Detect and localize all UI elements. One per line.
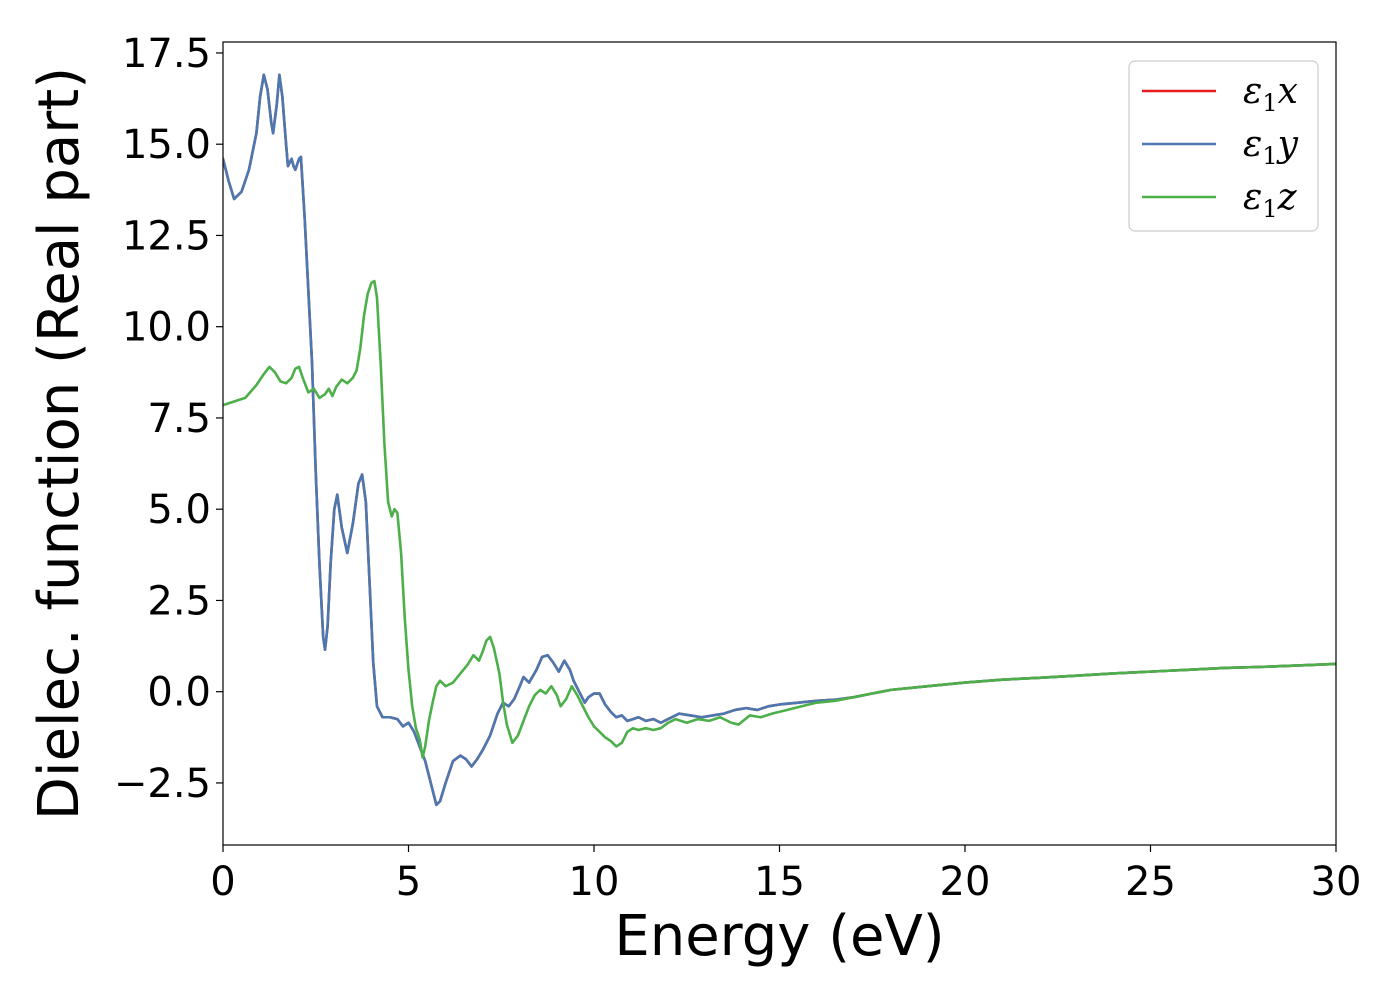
y-tick-label: 12.5	[122, 213, 211, 259]
legend-label-y: ε1y	[1243, 124, 1299, 170]
y-tick-label: 7.5	[147, 396, 211, 442]
x-tick-label: 10	[569, 859, 620, 905]
legend: ε1x ε1y ε1z	[1128, 60, 1319, 232]
x-axis-title: Energy (eV)	[614, 904, 944, 969]
y-tick-label: 15.0	[122, 122, 211, 168]
x-tick-label: 20	[940, 859, 991, 905]
series-line-z	[223, 279, 1336, 759]
x-tick-label: 5	[396, 859, 421, 905]
legend-label-x: ε1x	[1243, 71, 1298, 117]
x-tick-label: 25	[1125, 859, 1176, 905]
x-tick-label: 30	[1311, 859, 1362, 905]
y-tick-label: 0.0	[147, 670, 211, 716]
series-line-y	[223, 73, 1336, 807]
ticks-layer: 0 5 10 15 20 25 30 −2.5 0.0 2.5 5.0 7.5 10.0 12.5 15.0…	[114, 31, 1362, 905]
y-tick-label: 10.0	[122, 305, 211, 351]
y-tick-label: 2.5	[147, 578, 211, 624]
y-tick-label: 17.5	[122, 31, 211, 77]
y-axis-title: Dielec. function (Real part)	[27, 67, 92, 820]
x-tick-label: 0	[210, 859, 235, 905]
y-tick-label: 5.0	[147, 487, 211, 533]
legend-label-z: ε1z	[1243, 177, 1298, 223]
legend-box	[1128, 60, 1319, 232]
x-tick-label: 15	[754, 859, 805, 905]
y-tick-label: −2.5	[114, 761, 211, 807]
series-layer	[223, 73, 1336, 807]
